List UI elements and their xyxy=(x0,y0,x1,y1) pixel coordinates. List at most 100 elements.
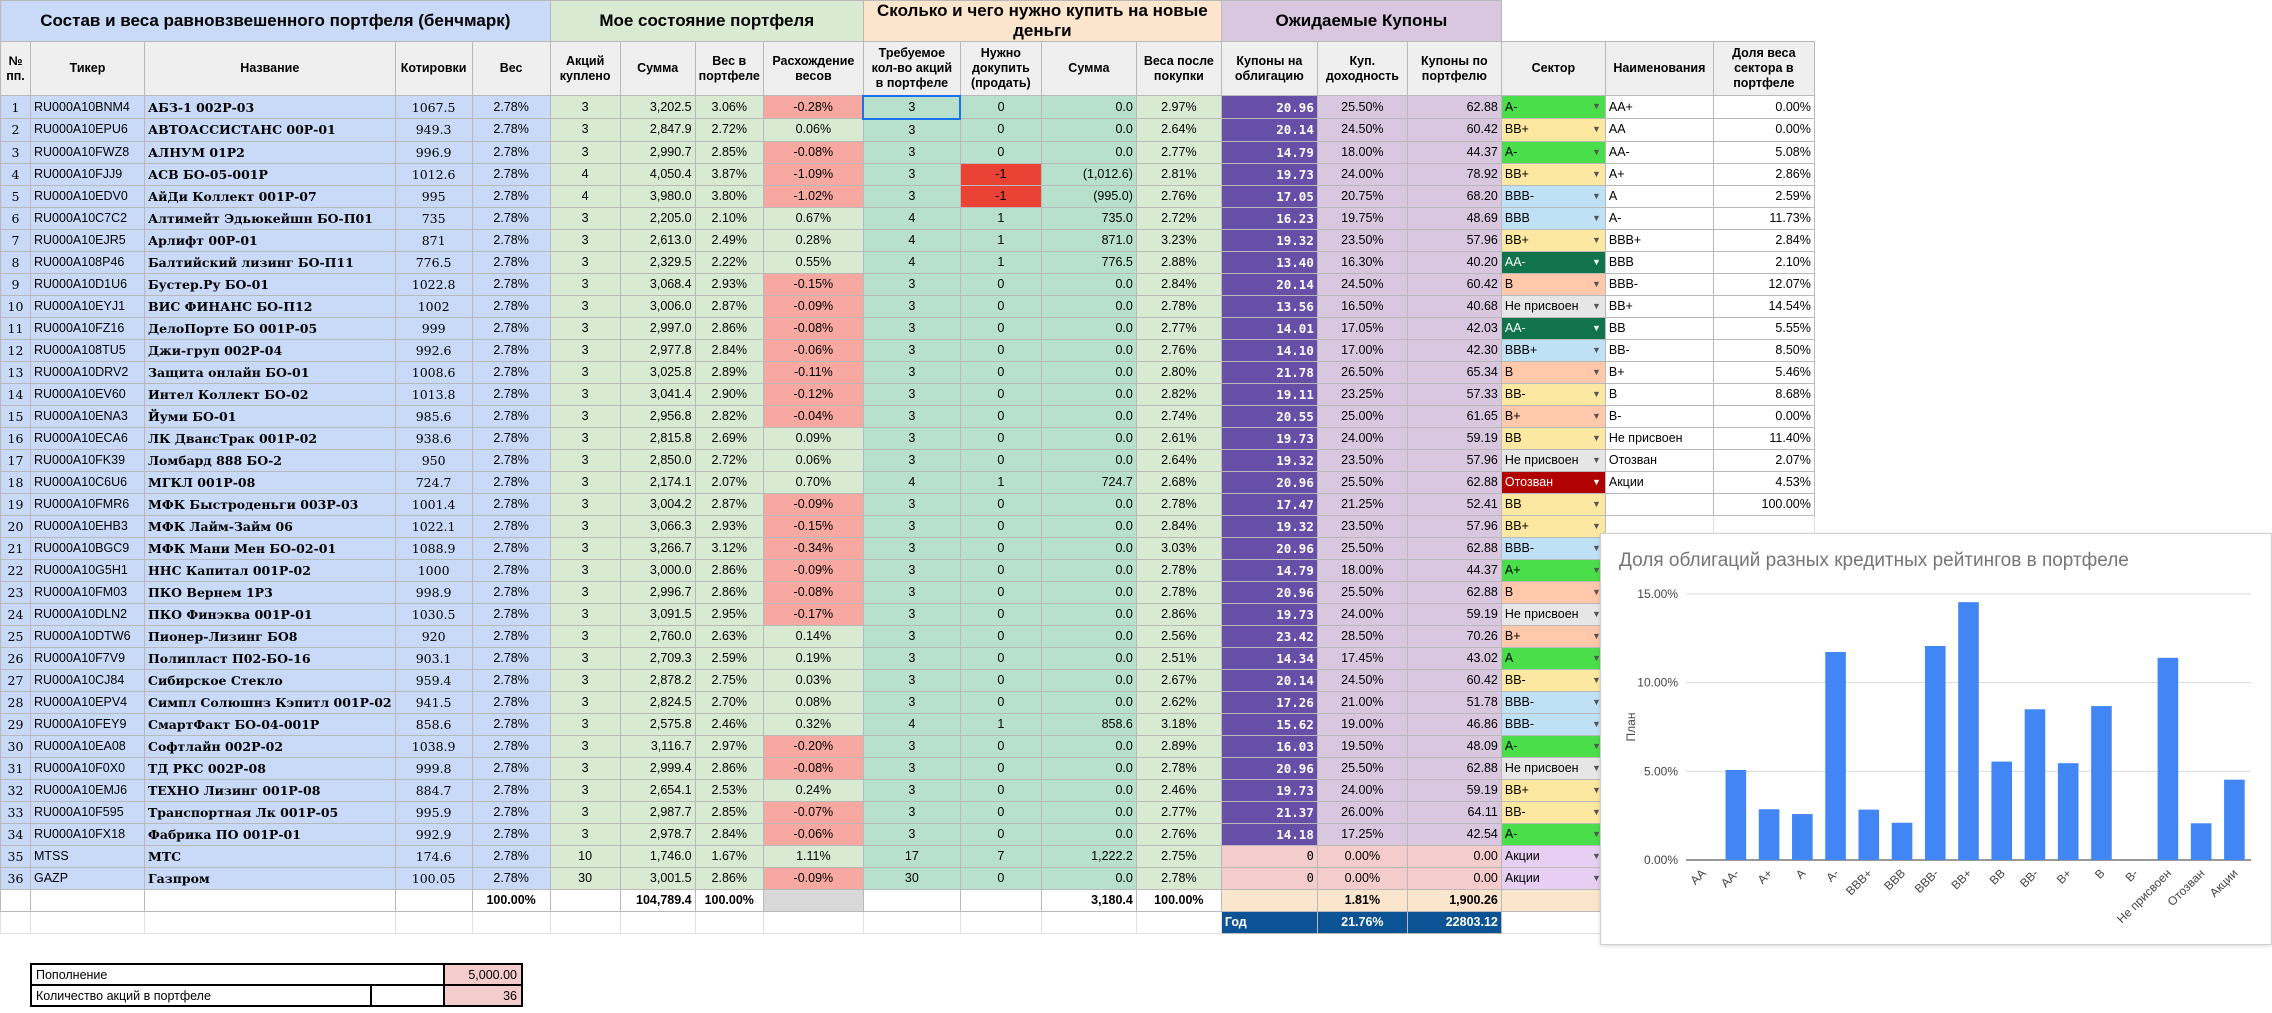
buy-sum-cell[interactable]: 0.0 xyxy=(1040,734,1137,758)
portfolio-coupon-cell[interactable]: 57.33 xyxy=(1406,382,1502,406)
coupon-cell[interactable]: 21.78 xyxy=(1220,360,1318,384)
weight-after-cell[interactable]: 2.56% xyxy=(1135,624,1222,648)
buy-sum-cell[interactable]: (995.0) xyxy=(1040,184,1137,208)
portfolio-coupon-cell[interactable]: 59.19 xyxy=(1406,426,1502,450)
coupon-cell[interactable]: 20.96 xyxy=(1220,536,1318,560)
required-cell[interactable]: 3 xyxy=(862,94,962,120)
bond-name-cell[interactable]: Транспортная Лк 001Р-05 xyxy=(144,800,396,824)
coupon-yield-cell[interactable]: 23.50% xyxy=(1316,514,1408,538)
portfolio-weight-cell[interactable]: 2.86% xyxy=(694,756,764,780)
sector-dropdown[interactable]: BBB- ▼ xyxy=(1500,690,1606,714)
weight-cell[interactable]: 2.78% xyxy=(471,800,551,824)
sector-dropdown[interactable]: A- ▼ xyxy=(1500,140,1606,164)
portfolio-weight-cell[interactable]: 2.46% xyxy=(694,712,764,736)
portfolio-weight-cell[interactable]: 2.97% xyxy=(694,734,764,758)
coupon-yield-cell[interactable]: 21.00% xyxy=(1316,690,1408,714)
dropdown-arrow-icon[interactable]: ▼ xyxy=(1591,564,1601,575)
weight-cell[interactable]: 2.78% xyxy=(471,95,551,119)
weight-cell[interactable]: 2.78% xyxy=(471,602,551,626)
required-cell[interactable]: 3 xyxy=(862,118,961,142)
portfolio-weight-cell[interactable]: 3.12% xyxy=(694,536,764,560)
weight-cell[interactable]: 2.78% xyxy=(471,492,551,516)
ticker-cell[interactable]: RU000A10ECA6 xyxy=(30,426,145,450)
required-cell[interactable]: 3 xyxy=(862,822,961,846)
weight-after-cell[interactable]: 2.78% xyxy=(1135,756,1222,780)
coupon-yield-cell[interactable]: 17.05% xyxy=(1316,316,1408,340)
coupon-cell[interactable]: 20.96 xyxy=(1220,580,1318,604)
coupon-yield-cell[interactable]: 0.00% xyxy=(1316,844,1408,868)
coupon-yield-cell[interactable]: 23.25% xyxy=(1316,382,1408,406)
portfolio-weight-cell[interactable]: 2.93% xyxy=(694,514,764,538)
coupon-cell[interactable]: 20.14 xyxy=(1220,272,1318,296)
sector-name-cell[interactable]: BB- xyxy=(1604,338,1714,362)
coupon-cell[interactable]: 0 xyxy=(1220,866,1318,890)
portfolio-weight-cell[interactable]: 2.75% xyxy=(694,668,764,692)
sector-name-cell[interactable]: AA+ xyxy=(1604,95,1714,119)
quote-cell[interactable]: 1002 xyxy=(394,294,473,318)
ticker-cell[interactable]: RU000A10FZ16 xyxy=(30,316,145,340)
weight-cell[interactable]: 2.78% xyxy=(471,712,551,736)
portfolio-coupon-cell[interactable]: 62.88 xyxy=(1406,580,1502,604)
buy-cell[interactable]: 0 xyxy=(959,338,1042,362)
coupon-cell[interactable]: 21.37 xyxy=(1220,800,1318,824)
ticker-cell[interactable]: GAZP xyxy=(30,866,145,890)
portfolio-coupon-cell[interactable]: 57.96 xyxy=(1406,448,1502,472)
sum-cell[interactable]: 2,990.7 xyxy=(619,140,696,164)
bond-name-cell[interactable]: Ломбард 888 БО-2 xyxy=(144,448,396,472)
ticker-cell[interactable]: RU000A10DRV2 xyxy=(30,360,145,384)
portfolio-weight-cell[interactable]: 2.53% xyxy=(694,778,764,802)
bond-name-cell[interactable]: ПКО Финэква 001Р-01 xyxy=(144,602,396,626)
coupon-cell[interactable]: 20.14 xyxy=(1220,118,1318,142)
weight-after-cell[interactable]: 2.84% xyxy=(1135,272,1222,296)
ticker-cell[interactable]: RU000A10EV60 xyxy=(30,382,145,406)
sum-cell[interactable]: 3,980.0 xyxy=(619,184,696,208)
portfolio-weight-cell[interactable]: 2.10% xyxy=(694,206,764,230)
required-cell[interactable]: 3 xyxy=(862,800,961,824)
bond-name-cell[interactable]: Бустер.Ру БО-01 xyxy=(144,272,396,296)
sector-dropdown[interactable]: B+ ▼ xyxy=(1500,624,1606,648)
quote-cell[interactable]: 100.05 xyxy=(394,866,473,890)
buy-sum-cell[interactable]: 0.0 xyxy=(1040,580,1137,604)
bond-name-cell[interactable]: АБЗ-1 002Р-03 xyxy=(144,95,396,119)
weight-after-cell[interactable]: 2.46% xyxy=(1135,778,1222,802)
buy-sum-cell[interactable]: 0.0 xyxy=(1040,118,1137,142)
weight-after-cell[interactable]: 3.03% xyxy=(1135,536,1222,560)
ticker-cell[interactable]: RU000A10EDV0 xyxy=(30,184,145,208)
weight-diff-cell[interactable]: -0.08% xyxy=(762,580,864,604)
sector-name-cell[interactable]: AA xyxy=(1604,118,1714,142)
portfolio-weight-cell[interactable]: 2.86% xyxy=(694,316,764,340)
sum-cell[interactable]: 4,050.4 xyxy=(619,162,696,186)
bought-cell[interactable]: 3 xyxy=(549,426,621,450)
weight-cell[interactable]: 2.78% xyxy=(471,668,551,692)
bond-name-cell[interactable]: АйДи Коллект 001Р-07 xyxy=(144,184,396,208)
bought-cell[interactable]: 3 xyxy=(549,536,621,560)
sum-cell[interactable]: 2,815.8 xyxy=(619,426,696,450)
sum-cell[interactable]: 3,041.4 xyxy=(619,382,696,406)
sector-dropdown[interactable]: BB+ ▼ xyxy=(1500,778,1606,802)
weight-cell[interactable]: 2.78% xyxy=(471,822,551,846)
coupon-yield-cell[interactable]: 25.50% xyxy=(1316,536,1408,560)
dropdown-arrow-icon[interactable]: ▼ xyxy=(1591,608,1601,619)
quote-cell[interactable]: 1001.4 xyxy=(394,492,473,516)
buy-sum-cell[interactable]: 0.0 xyxy=(1040,822,1137,846)
weight-diff-cell[interactable]: -0.06% xyxy=(762,822,864,846)
weight-after-cell[interactable]: 2.82% xyxy=(1135,382,1222,406)
buy-sum-cell[interactable]: (1,012.6) xyxy=(1040,162,1137,186)
weight-diff-cell[interactable]: 0.06% xyxy=(762,118,864,142)
sector-name-cell[interactable]: AA- xyxy=(1604,140,1714,164)
weight-cell[interactable]: 2.78% xyxy=(471,162,551,186)
ticker-cell[interactable]: RU000A10BGC9 xyxy=(30,536,145,560)
bond-name-cell[interactable]: Газпром xyxy=(144,866,396,890)
coupon-cell[interactable]: 13.56 xyxy=(1220,294,1318,318)
coupon-yield-cell[interactable]: 19.50% xyxy=(1316,734,1408,758)
sector-share-cell[interactable]: 11.73% xyxy=(1712,206,1815,230)
sector-dropdown[interactable]: A- ▼ xyxy=(1500,734,1606,758)
buy-cell[interactable]: 0 xyxy=(959,734,1042,758)
bought-cell[interactable]: 3 xyxy=(549,822,621,846)
required-cell[interactable]: 3 xyxy=(862,624,961,648)
portfolio-coupon-cell[interactable]: 60.42 xyxy=(1406,272,1502,296)
bond-name-cell[interactable]: Софтлайн 002Р-02 xyxy=(144,734,396,758)
buy-cell[interactable]: 0 xyxy=(959,558,1042,582)
ticker-cell[interactable]: RU000A10FJJ9 xyxy=(30,162,145,186)
weight-diff-cell[interactable]: -0.08% xyxy=(762,140,864,164)
